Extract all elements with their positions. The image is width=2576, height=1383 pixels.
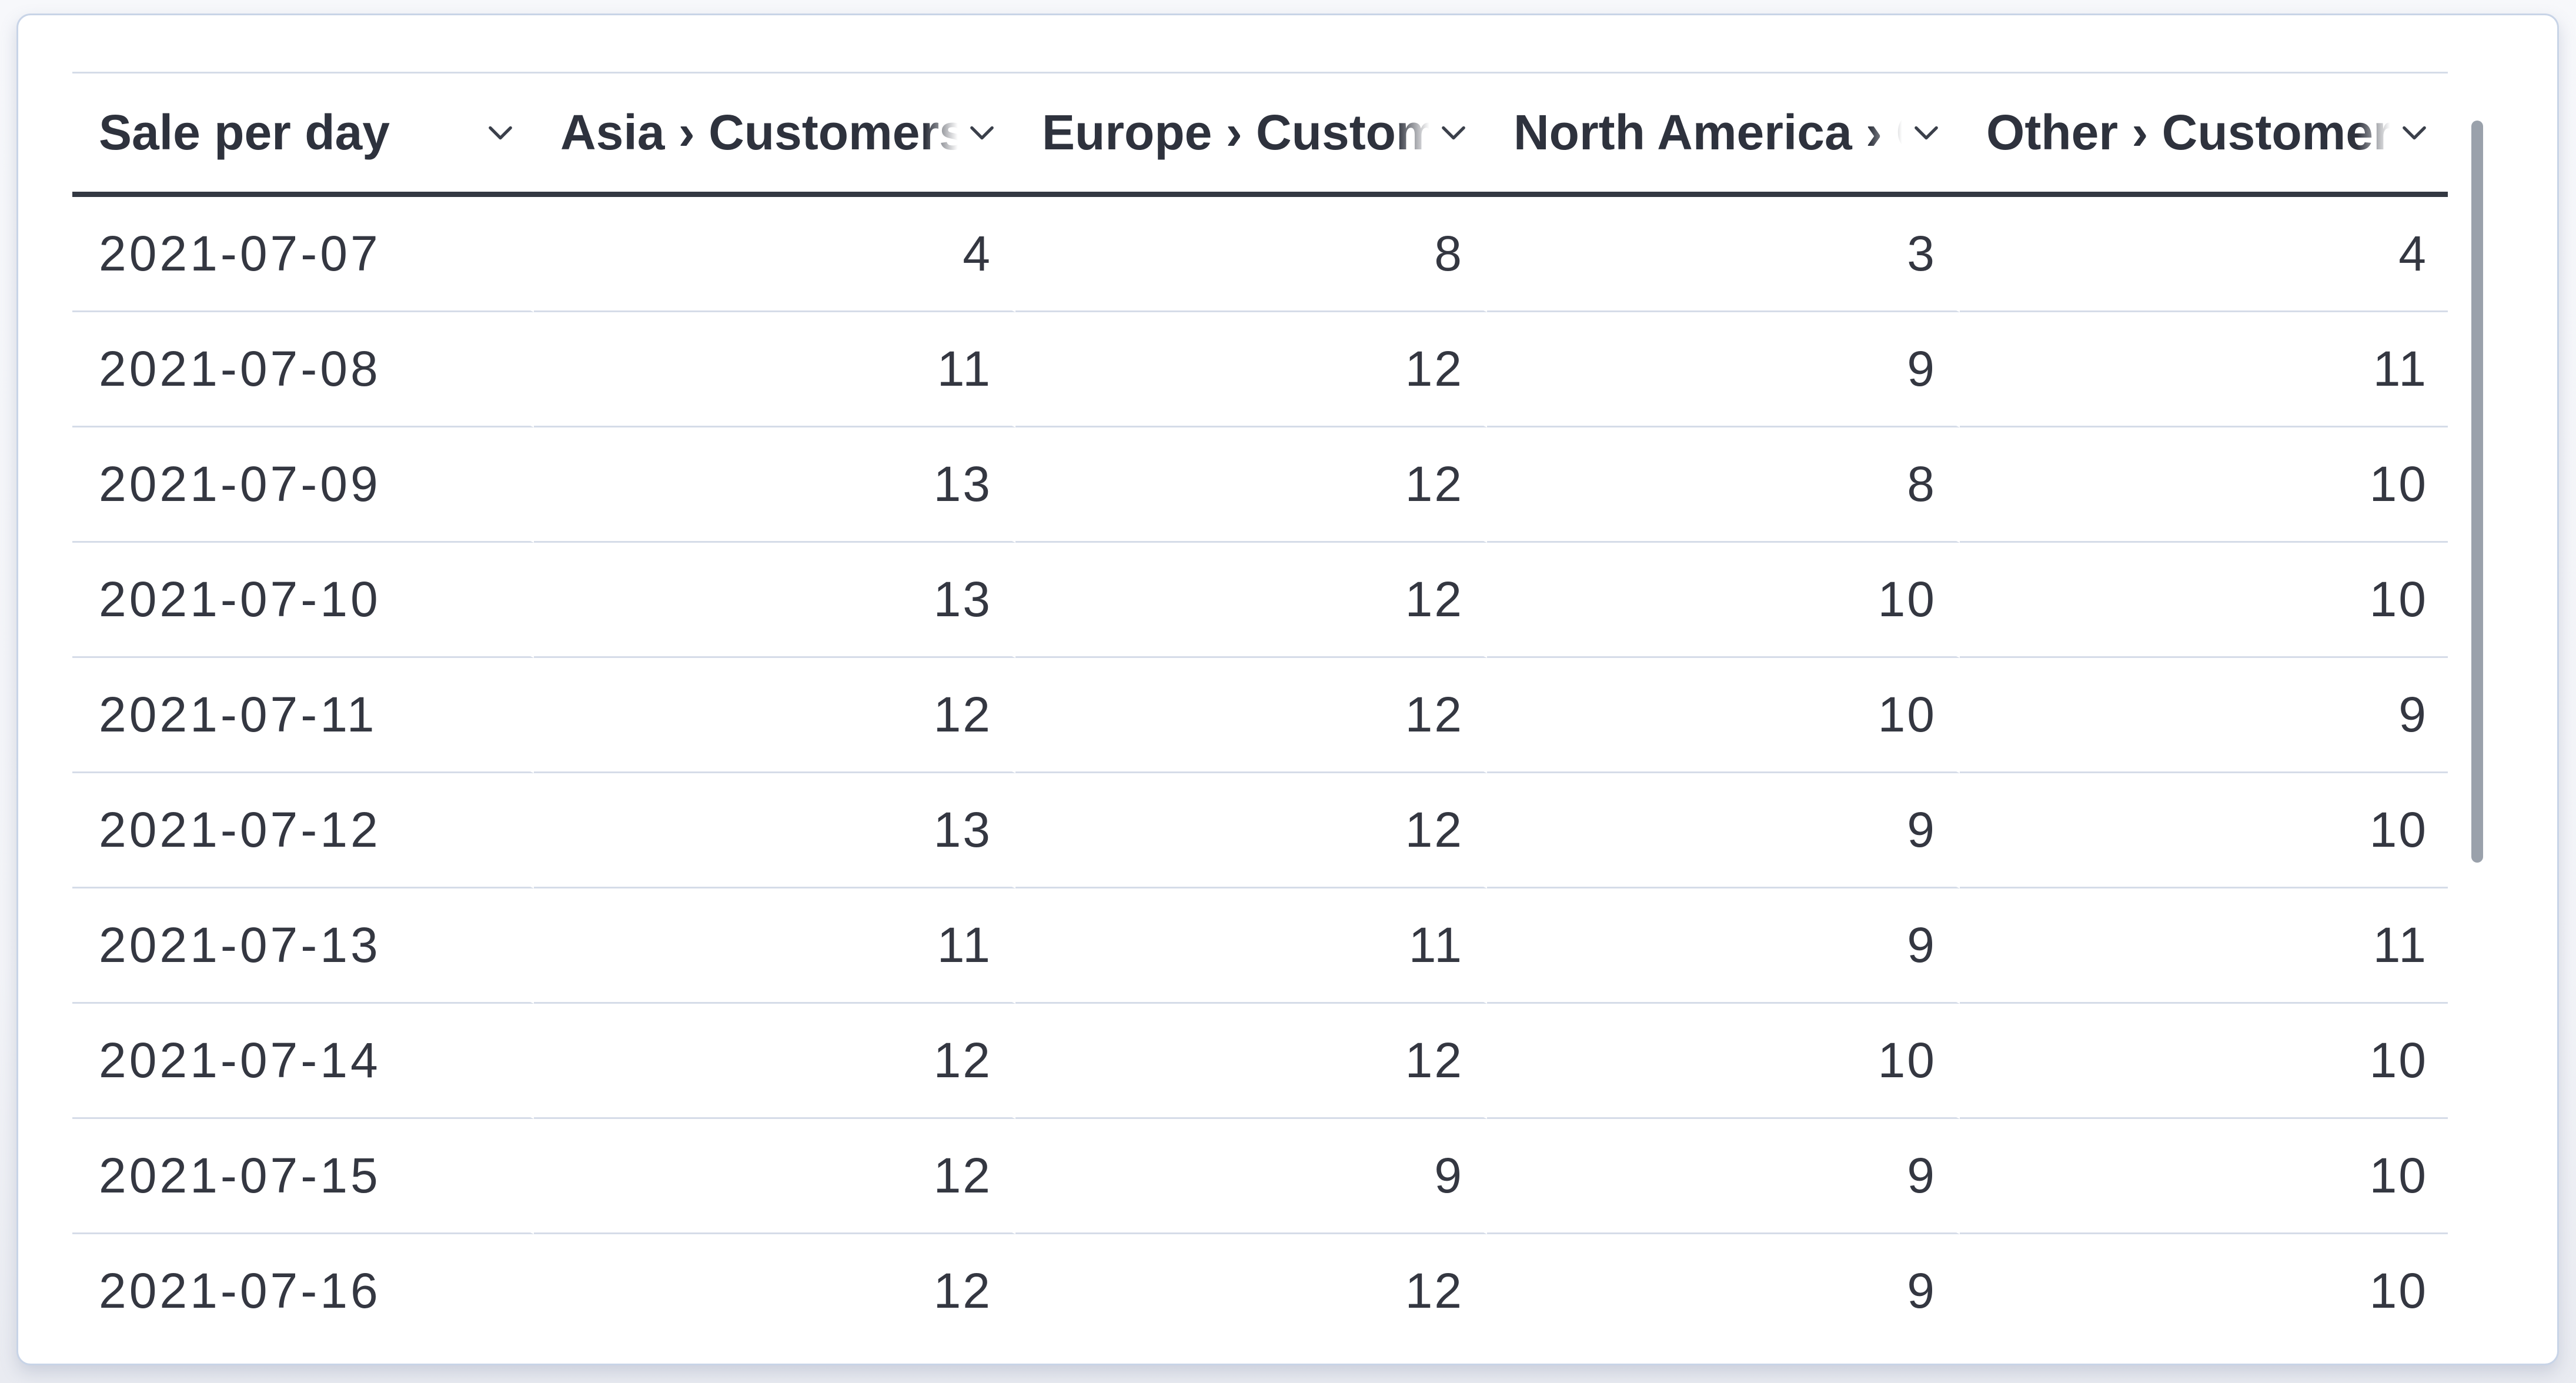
value-cell: 11 <box>534 312 1015 427</box>
chevron-down-icon[interactable] <box>1913 124 1940 142</box>
date-cell: 2021-07-12 <box>72 773 534 888</box>
value-cell: 9 <box>1487 1119 1960 1234</box>
value-cell: 11 <box>1960 888 2448 1004</box>
value-cell: 12 <box>1015 1234 1487 1349</box>
value-cell: 12 <box>534 1234 1015 1349</box>
value-cell: 10 <box>1487 658 1960 773</box>
chevron-down-icon[interactable] <box>487 124 514 142</box>
column-header-content: North America › Customers <box>1487 104 1960 161</box>
value-cell: 10 <box>1487 1004 1960 1119</box>
value-cell: 10 <box>1960 543 2448 658</box>
vertical-scrollbar-thumb[interactable] <box>2471 121 2483 863</box>
table-row: 2021-07-14 12 12 10 10 <box>72 1004 2448 1119</box>
value-cell: 9 <box>1960 658 2448 773</box>
value-cell: 12 <box>1015 773 1487 888</box>
date-cell: 2021-07-11 <box>72 658 534 773</box>
table-row: 2021-07-11 12 12 10 9 <box>72 658 2448 773</box>
column-header-label: Asia › Customers <box>560 105 960 160</box>
value-cell: 12 <box>1015 1004 1487 1119</box>
value-cell: 13 <box>534 427 1015 543</box>
value-cell: 12 <box>534 1119 1015 1234</box>
chevron-down-icon[interactable] <box>2401 124 2428 142</box>
column-header-label: Other › Customers <box>1986 105 2393 160</box>
date-cell: 2021-07-13 <box>72 888 534 1004</box>
value-cell: 9 <box>1487 312 1960 427</box>
date-cell: 2021-07-09 <box>72 427 534 543</box>
table-row: 2021-07-07 4 8 3 4 <box>72 197 2448 312</box>
value-cell: 3 <box>1487 197 1960 312</box>
column-header-label: Europe › Customers <box>1042 105 1432 160</box>
value-cell: 9 <box>1487 773 1960 888</box>
data-grid: Sale per day Asia › Customers Europe › Cus… <box>72 72 2448 1349</box>
column-header-label: North America › Customers <box>1513 105 1905 160</box>
column-header-label: Sale per day <box>99 105 390 160</box>
header-row: Sale per day Asia › Customers Europe › Cus… <box>72 72 2448 197</box>
value-cell: 10 <box>1960 773 2448 888</box>
table-row: 2021-07-10 13 12 10 10 <box>72 543 2448 658</box>
value-cell: 8 <box>1487 427 1960 543</box>
chevron-down-icon[interactable] <box>1440 124 1467 142</box>
value-cell: 12 <box>534 1004 1015 1119</box>
value-cell: 10 <box>1487 543 1960 658</box>
date-cell: 2021-07-08 <box>72 312 534 427</box>
date-cell: 2021-07-16 <box>72 1234 534 1349</box>
table-panel: Sale per day Asia › Customers Europe › Cus… <box>16 14 2559 1365</box>
value-cell: 11 <box>1015 888 1487 1004</box>
value-cell: 12 <box>534 658 1015 773</box>
value-cell: 11 <box>534 888 1015 1004</box>
value-cell: 9 <box>1487 1234 1960 1349</box>
value-cell: 12 <box>1015 427 1487 543</box>
column-header-asia[interactable]: Asia › Customers <box>534 72 1015 197</box>
value-cell: 12 <box>1015 543 1487 658</box>
column-header-content: Asia › Customers <box>534 104 1015 161</box>
value-cell: 13 <box>534 773 1015 888</box>
date-cell: 2021-07-10 <box>72 543 534 658</box>
value-cell: 9 <box>1487 888 1960 1004</box>
column-header-content: Sale per day <box>72 104 534 161</box>
grid-body: 2021-07-07 4 8 3 4 2021-07-08 11 12 9 11 2021-07-0… <box>72 197 2448 1349</box>
value-cell: 8 <box>1015 197 1487 312</box>
sales-data-table: Sale per day Asia › Customers Europe › Cus… <box>72 72 2448 1349</box>
table-row: 2021-07-12 13 12 9 10 <box>72 773 2448 888</box>
date-cell: 2021-07-15 <box>72 1119 534 1234</box>
value-cell: 13 <box>534 543 1015 658</box>
table-row: 2021-07-13 11 11 9 11 <box>72 888 2448 1004</box>
date-cell: 2021-07-14 <box>72 1004 534 1119</box>
chevron-down-icon[interactable] <box>968 124 995 142</box>
value-cell: 10 <box>1960 1234 2448 1349</box>
table-row: 2021-07-09 13 12 8 10 <box>72 427 2448 543</box>
value-cell: 10 <box>1960 427 2448 543</box>
value-cell: 9 <box>1015 1119 1487 1234</box>
table-row: 2021-07-15 12 9 9 10 <box>72 1119 2448 1234</box>
table-row: 2021-07-08 11 12 9 11 <box>72 312 2448 427</box>
column-header-europe[interactable]: Europe › Customers <box>1015 72 1487 197</box>
column-header-other[interactable]: Other › Customers <box>1960 72 2448 197</box>
column-header-date[interactable]: Sale per day <box>72 72 534 197</box>
column-header-content: Other › Customers <box>1960 104 2448 161</box>
value-cell: 10 <box>1960 1004 2448 1119</box>
value-cell: 4 <box>1960 197 2448 312</box>
column-header-content: Europe › Customers <box>1015 104 1487 161</box>
column-header-north_america[interactable]: North America › Customers <box>1487 72 1960 197</box>
value-cell: 4 <box>534 197 1015 312</box>
value-cell: 12 <box>1015 312 1487 427</box>
value-cell: 11 <box>1960 312 2448 427</box>
grid-header: Sale per day Asia › Customers Europe › Cus… <box>72 72 2448 197</box>
date-cell: 2021-07-07 <box>72 197 534 312</box>
value-cell: 12 <box>1015 658 1487 773</box>
table-row: 2021-07-16 12 12 9 10 <box>72 1234 2448 1349</box>
value-cell: 10 <box>1960 1119 2448 1234</box>
